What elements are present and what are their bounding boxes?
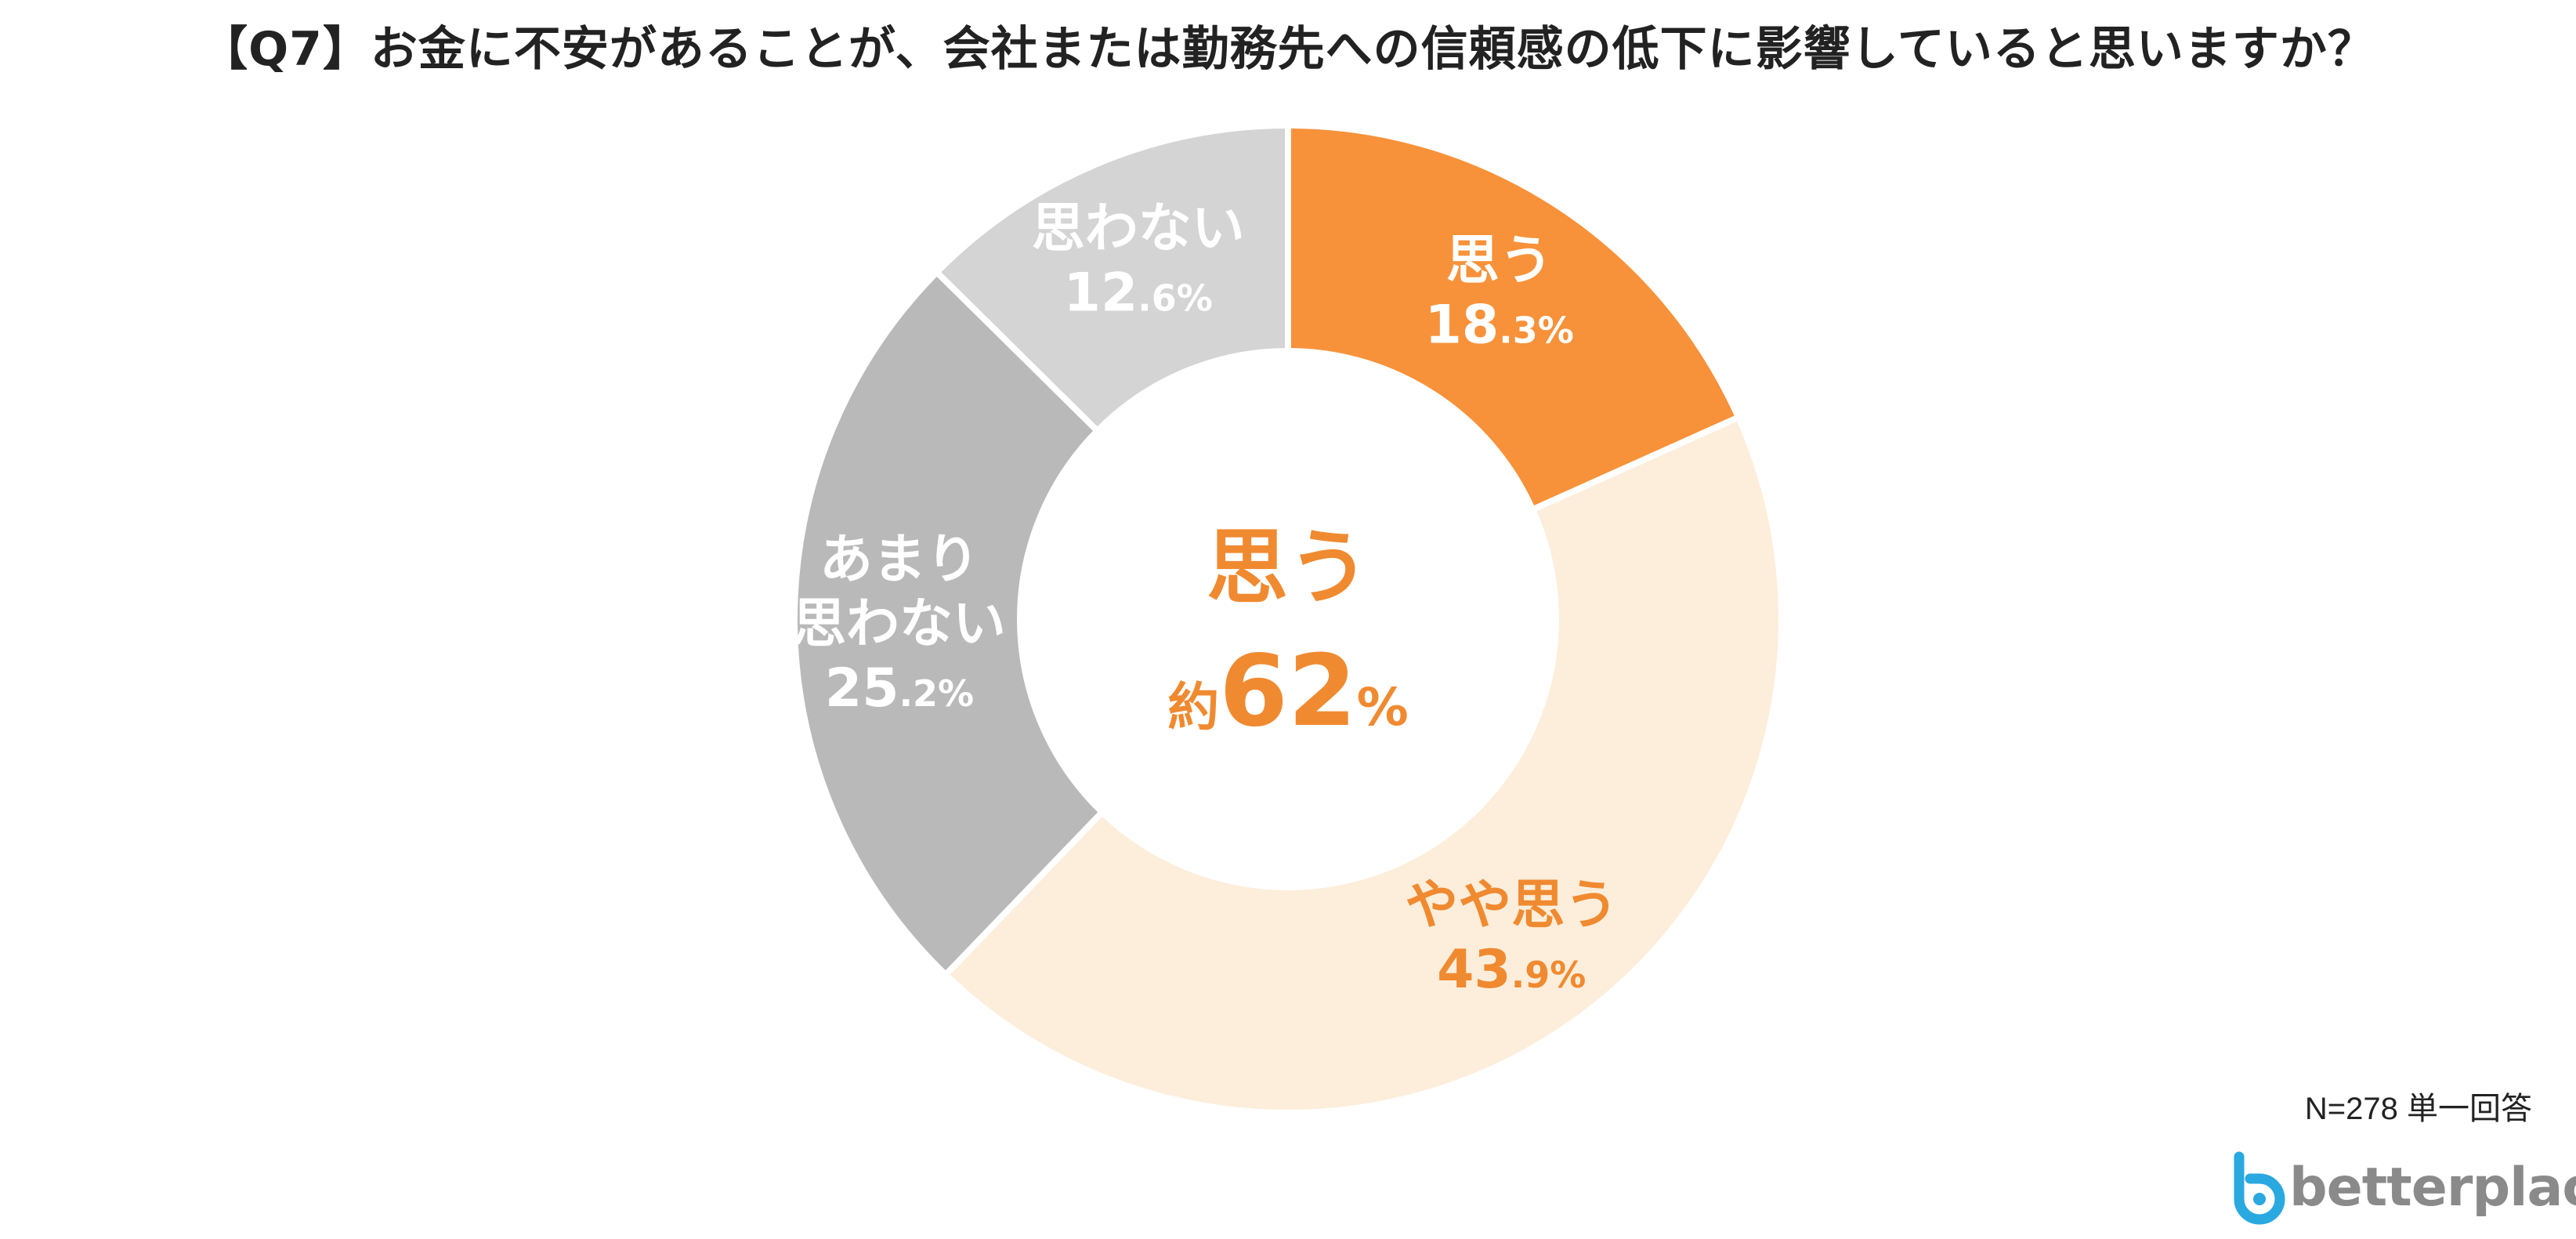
chart-title: 【Q7】お金に不安があることが、会社または勤務先への信頼感の低下に影響していると…: [201, 22, 2375, 77]
sample-note: N=278 単一回答: [2304, 1092, 2532, 1126]
slice-0: [1285, 121, 1743, 514]
slice-1: [941, 413, 1785, 1116]
betterplace-logo-icon: [2234, 1151, 2285, 1225]
slice-labels: 思う 18.3% やや思う 43.9% あまり思わない 25.2% 思わない 12.6%: [793, 197, 1618, 1000]
slice-3: [932, 121, 1291, 436]
center-value: 約62%: [1167, 633, 1408, 748]
logo-text: betterplace: [2289, 1157, 2576, 1219]
slice-label-3: 思わない 12.6%: [1032, 197, 1245, 324]
slice-label-0: 思う 18.3%: [1425, 230, 1574, 357]
slice-2: [791, 267, 1107, 980]
slice-label-1: やや思う 43.9%: [1405, 875, 1618, 1001]
betterplace-logo: betterplace: [2223, 1150, 2576, 1229]
slice-label-2: あまり思わない 25.2%: [793, 529, 1006, 719]
slices: [791, 121, 1785, 1116]
center-label: 思う: [1207, 520, 1369, 615]
